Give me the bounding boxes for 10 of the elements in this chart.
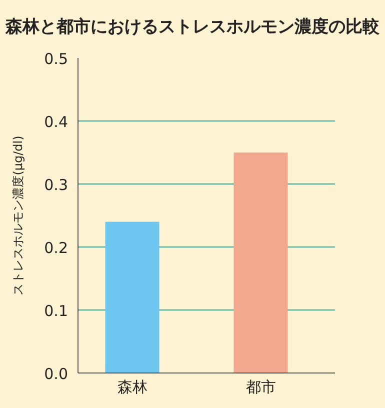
y-axis-title: ストレスホルモン濃度(μg/dl) [11,136,25,296]
x-tick-label: 森林 [117,378,148,396]
chart-title: 森林と都市におけるストレスホルモン濃度の比較 [4,17,380,37]
y-tick-label: 0.0 [44,365,68,383]
y-tick-label: 0.1 [44,302,68,320]
y-tick-label: 0.5 [44,50,68,68]
x-tick-label: 都市 [246,378,276,396]
y-tick-label: 0.3 [44,176,68,194]
y-tick-label: 0.2 [44,239,68,257]
y-tick-label: 0.4 [44,113,68,131]
